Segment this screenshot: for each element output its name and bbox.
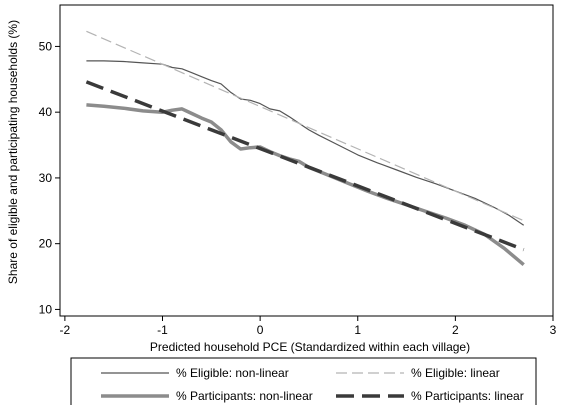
legend-label: % Eligible: linear [411,366,500,380]
series-layer [85,30,525,267]
x-tick-label: 1 [354,323,361,337]
x-tick-label: 0 [257,323,264,337]
legend-label: % Participants: linear [411,389,524,403]
y-tick-label: 10 [39,302,53,316]
y-axis: 10 20 30 40 50 [39,39,60,316]
legend: % Eligible: non-linear % Eligible: linear… [70,357,537,405]
x-tick-label: -1 [157,323,168,337]
y-axis-title: Share of eligible and participating hous… [6,20,20,284]
series-line-3 [85,80,525,252]
y-tick-label: 50 [39,39,53,53]
y-tick-label: 30 [39,171,53,185]
series-line-2 [86,103,525,267]
x-axis-title: Predicted household PCE (Standardized wi… [150,340,470,354]
x-tick-label: 3 [550,323,557,337]
x-tick-label: -2 [60,323,71,337]
x-axis: -2 -1 0 1 2 3 [60,316,557,337]
series-line-0 [86,60,525,226]
legend-label: % Eligible: non-linear [176,366,289,380]
legend-label: % Participants: non-linear [176,389,313,403]
x-tick-label: 2 [452,323,459,337]
series-line-1 [86,30,524,222]
plot-area-border [59,4,554,317]
plot-frame [59,4,554,317]
y-tick-label: 40 [39,105,53,119]
y-tick-label: 20 [39,237,53,251]
